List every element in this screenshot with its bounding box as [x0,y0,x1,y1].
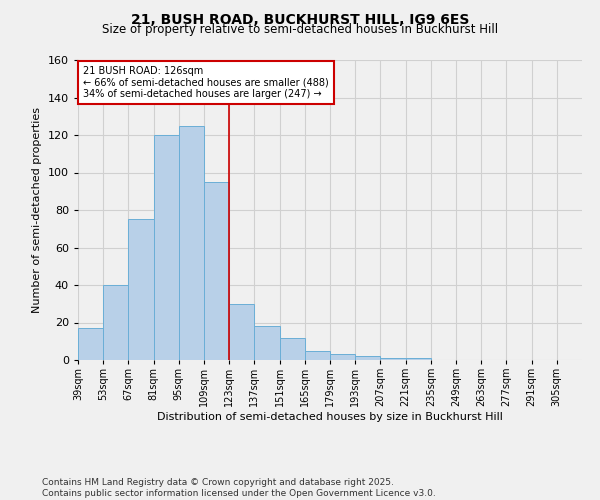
Text: 21 BUSH ROAD: 126sqm
← 66% of semi-detached houses are smaller (488)
34% of semi: 21 BUSH ROAD: 126sqm ← 66% of semi-detac… [83,66,329,99]
Text: Contains HM Land Registry data © Crown copyright and database right 2025.
Contai: Contains HM Land Registry data © Crown c… [42,478,436,498]
Bar [280,338,305,360]
Text: Size of property relative to semi-detached houses in Buckhurst Hill: Size of property relative to semi-detach… [102,22,498,36]
Bar [406,358,431,360]
Bar [154,135,179,360]
Bar [330,354,355,360]
Bar [78,328,103,360]
Bar [103,285,128,360]
Bar [179,126,204,360]
Bar [229,304,254,360]
Bar [254,326,280,360]
Y-axis label: Number of semi-detached properties: Number of semi-detached properties [32,107,42,313]
Bar [128,220,154,360]
X-axis label: Distribution of semi-detached houses by size in Buckhurst Hill: Distribution of semi-detached houses by … [157,412,503,422]
Bar [380,358,406,360]
Text: 21, BUSH ROAD, BUCKHURST HILL, IG9 6ES: 21, BUSH ROAD, BUCKHURST HILL, IG9 6ES [131,12,469,26]
Bar [305,350,330,360]
Bar [204,182,229,360]
Bar [355,356,380,360]
